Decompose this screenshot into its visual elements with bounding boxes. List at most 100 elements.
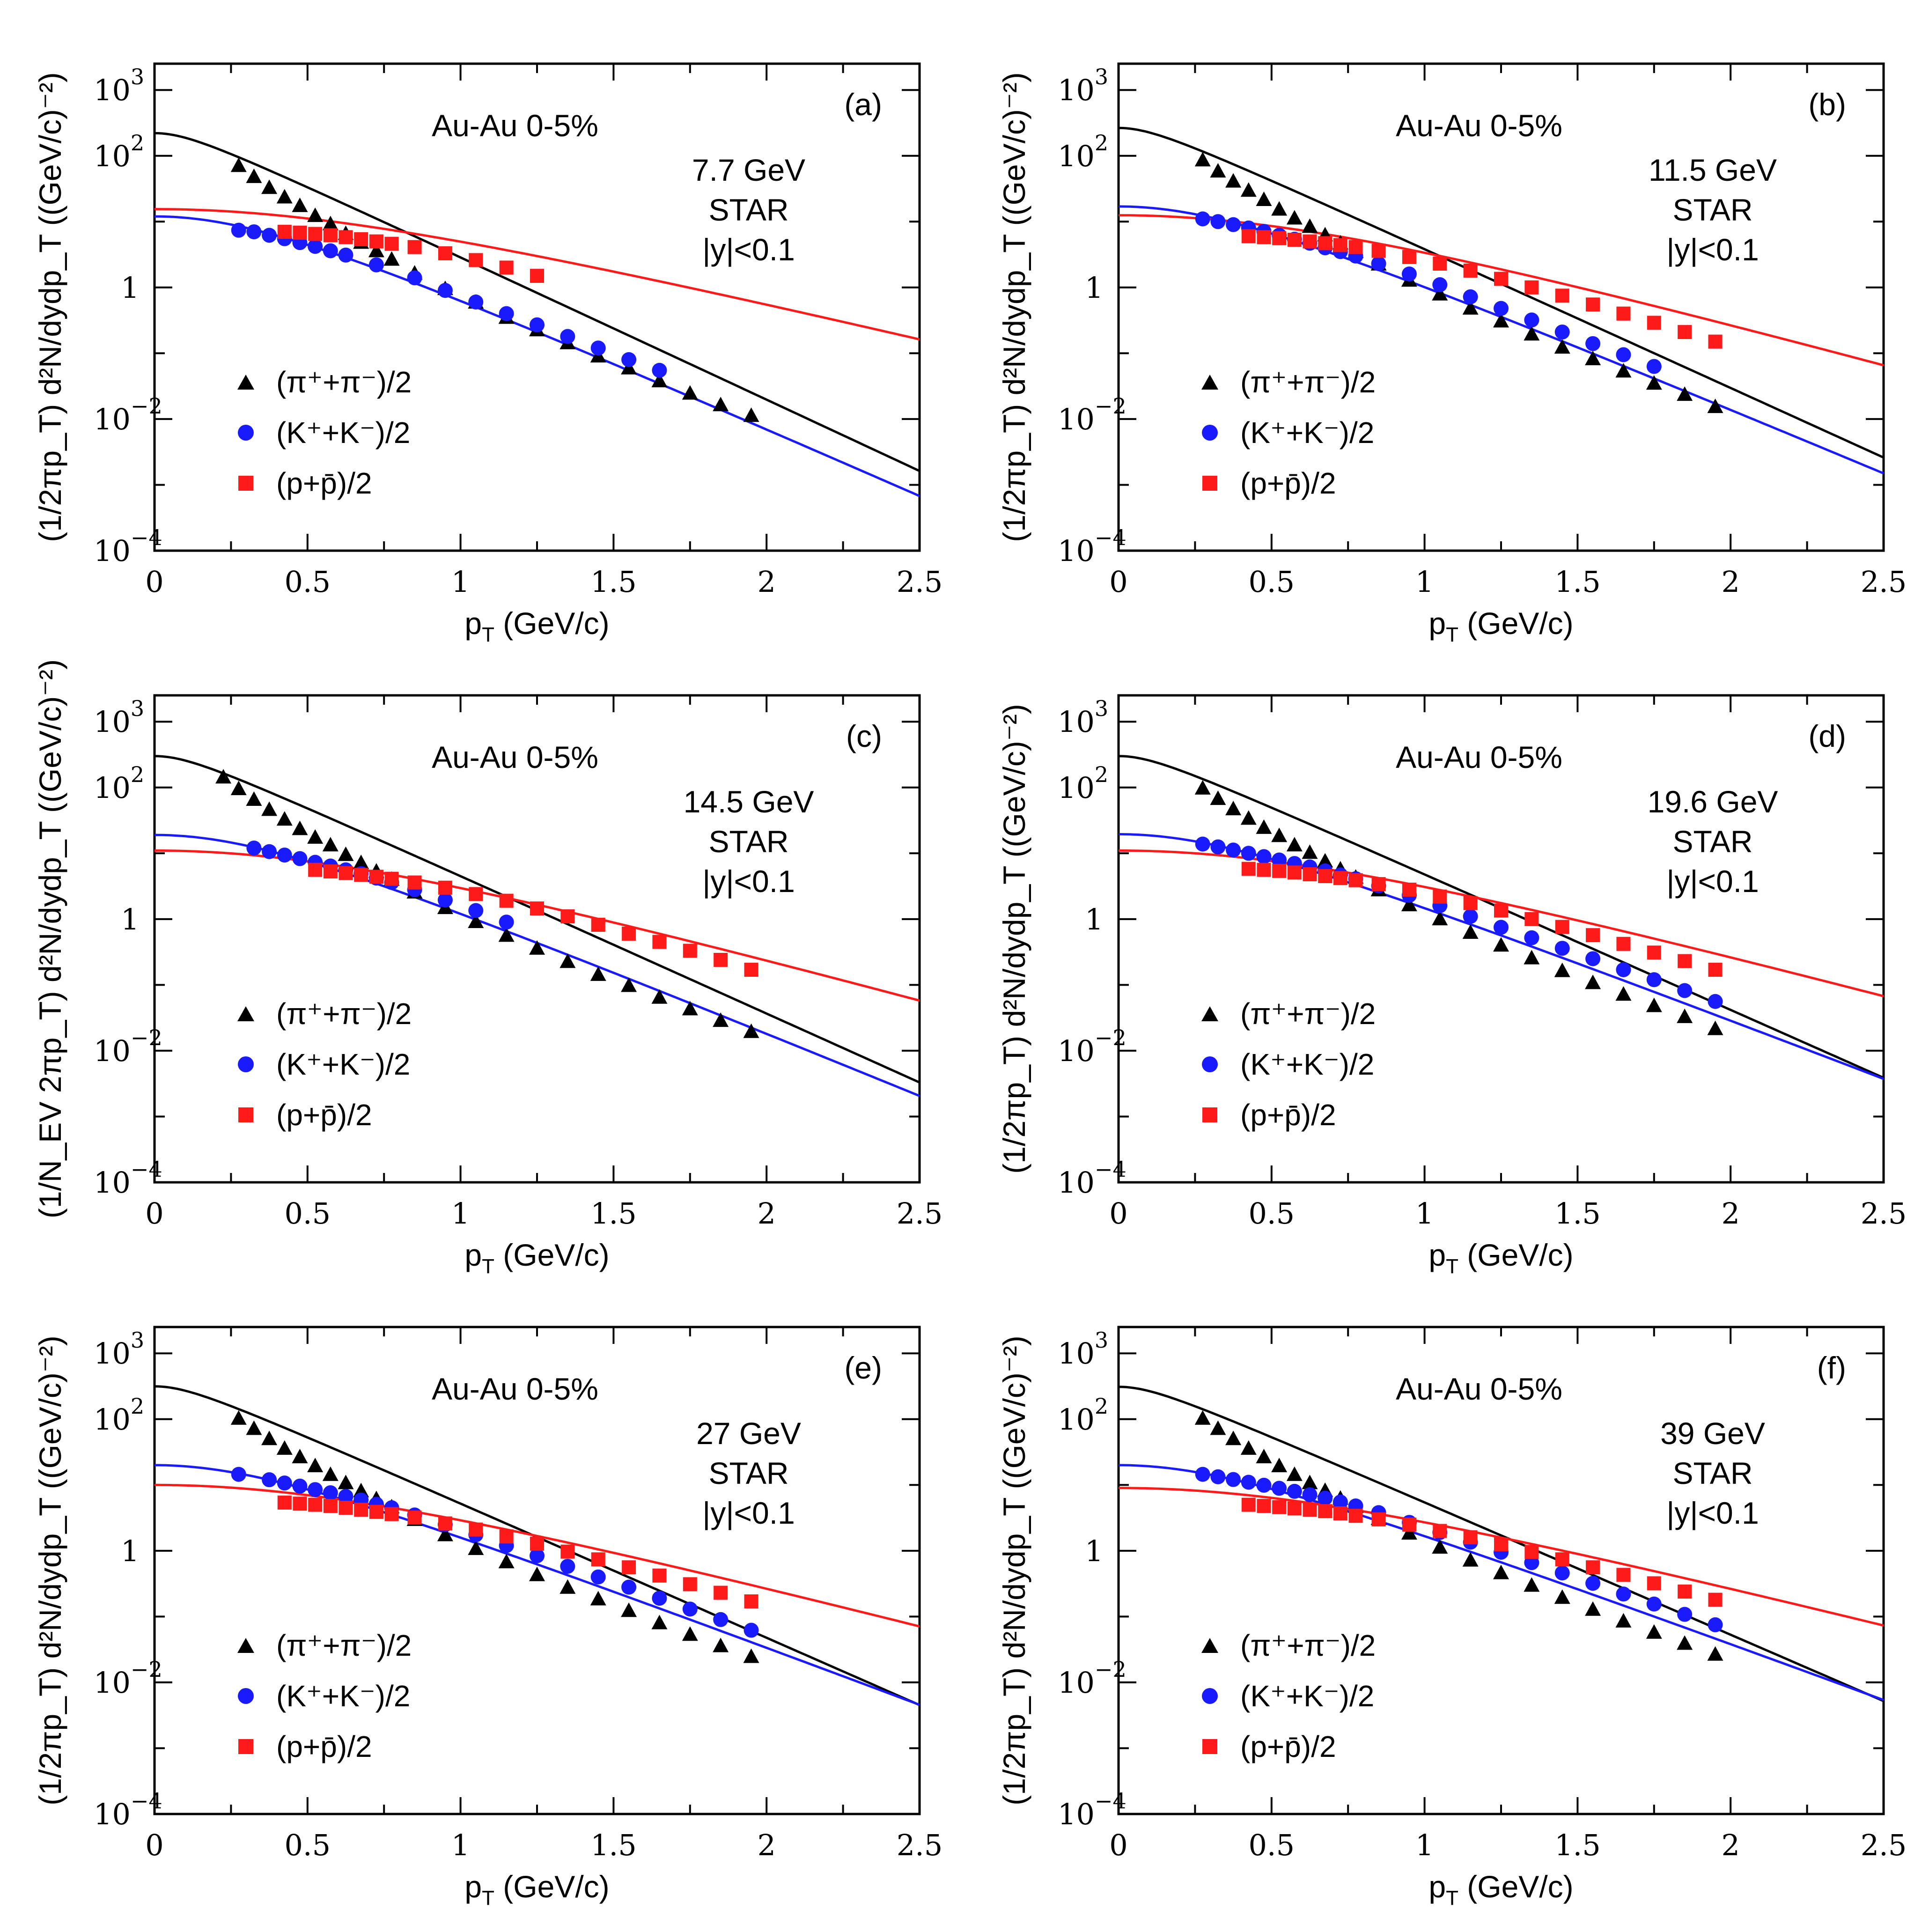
proton-point bbox=[652, 1568, 667, 1583]
y-tick-label: 1 bbox=[1085, 271, 1103, 305]
kaon-point bbox=[1241, 1475, 1256, 1490]
x-tick-label: 2.5 bbox=[897, 1196, 943, 1231]
y-tick-exponent: −2 bbox=[131, 393, 162, 419]
proton-point bbox=[1433, 889, 1447, 904]
proton-point bbox=[438, 880, 452, 895]
x-axis-title: pT (GeV/c) bbox=[464, 1238, 609, 1278]
energy-label: 7.7 GeV bbox=[692, 153, 805, 187]
legend-label-kaon: (K⁺+K⁻)/2 bbox=[1240, 1047, 1374, 1081]
y-tick-base: 10 bbox=[1058, 771, 1095, 805]
x-tick-label: 1 bbox=[451, 1828, 470, 1862]
kaon-point bbox=[1646, 1596, 1662, 1612]
plot-area bbox=[155, 132, 920, 497]
x-tick-label: 2 bbox=[1721, 1196, 1739, 1231]
y-tick-exponent: −2 bbox=[1095, 1657, 1126, 1682]
y-tick-label: 10−4 bbox=[1058, 525, 1126, 568]
pion-point bbox=[246, 791, 262, 806]
kaon-point bbox=[1494, 920, 1509, 935]
y-tick-exponent: 3 bbox=[1095, 64, 1108, 89]
x-tick-label: 1 bbox=[451, 1196, 470, 1231]
experiment-label: STAR bbox=[708, 1456, 788, 1490]
kaon-point bbox=[590, 1569, 606, 1585]
kaon-point bbox=[277, 848, 292, 863]
kaon-fit-line bbox=[1119, 833, 1884, 1080]
rapidity-label: |y|<0.1 bbox=[702, 864, 795, 899]
x-tick-label: 0.5 bbox=[1248, 565, 1295, 599]
pion-point bbox=[1432, 1539, 1448, 1554]
y-tick-exponent: 3 bbox=[1095, 696, 1108, 721]
kaon-point bbox=[590, 340, 606, 356]
proton-point bbox=[714, 1585, 728, 1600]
panel-label: (b) bbox=[1808, 87, 1846, 122]
kaon-point bbox=[1195, 1467, 1210, 1482]
kaon-point bbox=[1585, 336, 1601, 351]
y-tick-base: 1 bbox=[1085, 1534, 1103, 1568]
pion-point bbox=[1432, 286, 1448, 301]
pion-point bbox=[1225, 801, 1242, 816]
kaon-point bbox=[308, 239, 323, 254]
x-tick-label: 2.5 bbox=[897, 1828, 943, 1862]
proton-point bbox=[1257, 863, 1271, 877]
y-tick-base: 10 bbox=[1058, 402, 1095, 436]
pion-point bbox=[1210, 163, 1226, 178]
pion-point bbox=[651, 989, 668, 1004]
y-tick-exponent: 2 bbox=[1095, 1394, 1108, 1419]
pion-point bbox=[590, 1591, 606, 1606]
legend-label-pion: (π⁺+π⁻)/2 bbox=[1240, 1629, 1376, 1662]
kaon-point bbox=[1272, 852, 1287, 868]
proton-point bbox=[714, 952, 728, 967]
proton-point bbox=[1586, 1560, 1600, 1575]
x-tick-label: 0 bbox=[145, 565, 163, 599]
kaon-point bbox=[407, 270, 422, 286]
legend-marker-kaon bbox=[238, 1688, 254, 1704]
y-tick-base: 10 bbox=[94, 705, 131, 739]
y-tick-base: 10 bbox=[1058, 534, 1095, 568]
kaon-point bbox=[468, 903, 484, 918]
pion-point bbox=[651, 373, 668, 388]
proton-point bbox=[1616, 937, 1631, 951]
pion-point bbox=[1524, 1577, 1540, 1592]
x-title-unit: (GeV/c) bbox=[1458, 1869, 1574, 1904]
pion-point bbox=[1271, 827, 1288, 842]
y-tick-label: 10−2 bbox=[94, 1025, 162, 1068]
proton-point bbox=[1616, 1568, 1631, 1582]
proton-point bbox=[323, 1499, 338, 1513]
y-axis-title: (1/2πp_T) d²N/dydp_T ((GeV/c)⁻²) bbox=[997, 1335, 1031, 1805]
kaon-point bbox=[1708, 994, 1723, 1009]
y-tick-label: 102 bbox=[1058, 130, 1108, 173]
kaon-point bbox=[231, 222, 246, 238]
kaon-point bbox=[1463, 909, 1478, 924]
pion-point bbox=[1615, 986, 1632, 1001]
panel-label: (f) bbox=[1817, 1350, 1846, 1385]
proton-point bbox=[1524, 1545, 1539, 1559]
proton-point bbox=[1318, 869, 1333, 884]
proton-point bbox=[354, 232, 368, 246]
proton-point bbox=[277, 1495, 292, 1510]
x-tick-label: 1 bbox=[451, 565, 470, 599]
pion-point bbox=[1677, 1008, 1693, 1023]
pion-point bbox=[498, 927, 515, 942]
proton-point bbox=[1272, 231, 1287, 245]
y-tick-base: 10 bbox=[94, 402, 131, 436]
legend-label-proton: (p+p̄)/2 bbox=[276, 466, 372, 500]
kaon-point bbox=[1318, 1490, 1333, 1506]
pion-point bbox=[713, 1012, 729, 1027]
kaon-fit-line bbox=[155, 833, 920, 1097]
x-title-p: p bbox=[464, 1238, 482, 1272]
proton-point bbox=[1348, 873, 1363, 887]
y-tick-label: 10−2 bbox=[94, 1657, 162, 1700]
pion-point bbox=[1585, 974, 1601, 989]
proton-point bbox=[1708, 1593, 1723, 1607]
kaon-point bbox=[231, 1467, 246, 1482]
pion-fit-line bbox=[155, 132, 920, 472]
y-tick-exponent: 2 bbox=[131, 1394, 144, 1419]
legend-marker-proton bbox=[1202, 476, 1217, 491]
y-tick-label: 103 bbox=[94, 696, 144, 739]
proton-point bbox=[530, 901, 544, 916]
kaon-point bbox=[1585, 951, 1601, 966]
x-tick-label: 2 bbox=[1721, 1828, 1739, 1862]
pion-point bbox=[529, 1566, 545, 1581]
pion-point bbox=[651, 1615, 668, 1630]
kaon-point bbox=[308, 1482, 323, 1497]
pion-point bbox=[1462, 1552, 1479, 1567]
